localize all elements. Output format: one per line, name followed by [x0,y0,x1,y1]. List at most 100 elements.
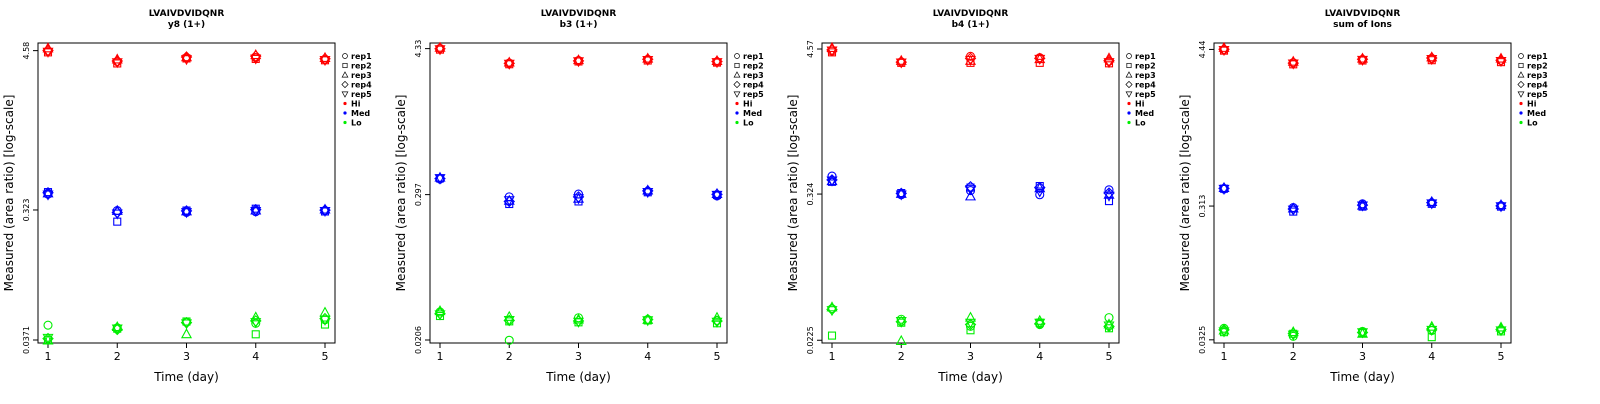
x-tick-label: 2 [506,350,513,363]
legend-label-rep4: rep4 [1527,81,1548,90]
y-tick-label: 0.0371 [22,326,31,354]
legend-dot-hi [735,101,739,106]
x-axis-label: Time (day) [545,370,611,384]
legend-marker-rep2 [1126,62,1132,69]
legend-marker-rep4 [1517,80,1525,89]
legend-label-hi: Hi [1527,100,1537,109]
x-tick-label: 1 [437,350,444,363]
data-point-med-rep5-day3 [572,194,585,205]
data-point-lo-rep5-day3 [1356,328,1369,339]
data-point-med-rep3-day3 [1356,199,1369,210]
data-point-lo-rep5-day2 [111,324,123,335]
data-point-med-rep5-day2 [1287,205,1299,216]
plot-frame [37,42,336,344]
data-point-lo-rep5-day4 [1034,318,1046,329]
legend-label-med: Med [351,109,370,118]
data-point-hi-rep3-day3 [180,51,193,62]
data-point-med-rep5-day5 [711,190,723,201]
legend-marker-rep1 [1518,53,1524,59]
y-tick-label: 4.44 [1198,41,1207,59]
x-tick-label: 5 [1106,350,1113,363]
legend-marker-rep3 [733,71,741,78]
legend-label-rep1: rep1 [351,52,372,61]
legend-marker-rep4 [733,80,741,89]
legend-dot-lo [735,120,739,125]
data-point-med-rep5-day1 [826,176,838,187]
chart-title: LVAIVDVIDQNR [149,9,225,19]
data-point-hi-rep5-day4 [250,54,262,65]
data-point-lo-rep5-day1 [826,306,838,317]
data-point-hi-rep5-day3 [572,57,585,68]
data-point-med-rep3-day5 [1495,198,1507,210]
data-point-hi-rep5-day5 [319,56,331,67]
legend-label-lo: Lo [351,119,362,128]
x-tick-label: 5 [322,350,329,363]
legend-label-hi: Hi [743,100,753,109]
x-tick-label: 4 [1428,350,1435,363]
data-point-lo-rep5-day5 [319,315,331,326]
legend-dot-hi [343,101,347,106]
data-point-hi-rep3-day5 [711,54,723,65]
legend-label-rep3: rep3 [351,71,372,80]
data-point-med-rep1-day5 [1104,185,1114,195]
legend-dot-med [1519,111,1523,115]
x-tick-label: 4 [252,350,259,363]
x-tick-label: 3 [967,350,974,363]
legend-marker-rep5 [733,91,741,98]
data-point-med-rep5-day5 [319,206,331,218]
data-point-lo-rep5-day2 [1287,330,1299,341]
data-point-hi-rep5-day1 [42,47,54,58]
data-point-hi-rep5-day2 [1287,59,1299,70]
y-tick-label: 0.297 [414,183,423,206]
data-point-lo-rep2-day1 [827,331,837,340]
legend-marker-rep2 [1518,62,1524,69]
data-point-lo-rep3-day5 [319,306,331,317]
data-point-med-rep3-day2 [895,187,907,198]
data-point-med-rep5-day4 [1426,199,1438,210]
x-tick-label: 5 [714,350,721,363]
x-tick-label: 3 [183,350,190,363]
y-tick-label: 0.0225 [806,326,815,354]
chart-title: LVAIVDVIDQNR [933,9,1009,19]
data-point-hi-rep5-day2 [895,58,907,69]
data-point-med-rep5-day4 [642,187,654,199]
data-point-lo-rep2-day5 [320,320,330,329]
data-point-lo-rep1-day1 [43,320,53,330]
data-point-hi-rep5-day5 [1103,58,1115,69]
x-tick-label: 2 [114,350,121,363]
data-point-lo-rep5-day5 [1495,326,1507,337]
data-point-med-rep5-day4 [250,206,262,218]
data-point-lo-rep5-day1 [1218,327,1230,338]
data-point-med-rep4-day5 [1103,187,1115,199]
data-point-med-rep5-day3 [1356,201,1369,212]
data-point-med-rep5-day2 [895,190,907,201]
legend-dot-lo [1127,120,1131,125]
y-tick-label: 4.58 [22,42,31,60]
data-point-hi-rep3-day4 [1426,51,1438,62]
legend-marker-rep3 [1517,71,1525,78]
data-point-med-rep5-day3 [180,208,193,219]
legend-label-rep2: rep2 [351,62,372,71]
data-point-hi-rep3-day5 [319,51,331,62]
data-point-hi-rep3-day2 [503,56,515,67]
x-axis-label: Time (day) [1329,370,1395,384]
legend-dot-lo [343,120,347,125]
y-tick-label: 0.313 [1198,195,1207,218]
legend-label-rep1: rep1 [1135,52,1156,61]
legend-label-rep5: rep5 [743,90,764,99]
x-tick-label: 2 [898,350,905,363]
chart-title: LVAIVDVIDQNR [541,9,617,19]
data-point-med-rep3-day2 [1287,202,1299,213]
y-tick-label: 0.324 [806,183,815,206]
data-point-hi-rep3-day4 [642,52,654,63]
x-tick-label: 1 [45,350,52,363]
data-point-hi-rep5-day1 [434,45,446,56]
data-point-lo-rep3-day2 [895,334,907,345]
data-point-med-rep3-day4 [1426,195,1438,206]
